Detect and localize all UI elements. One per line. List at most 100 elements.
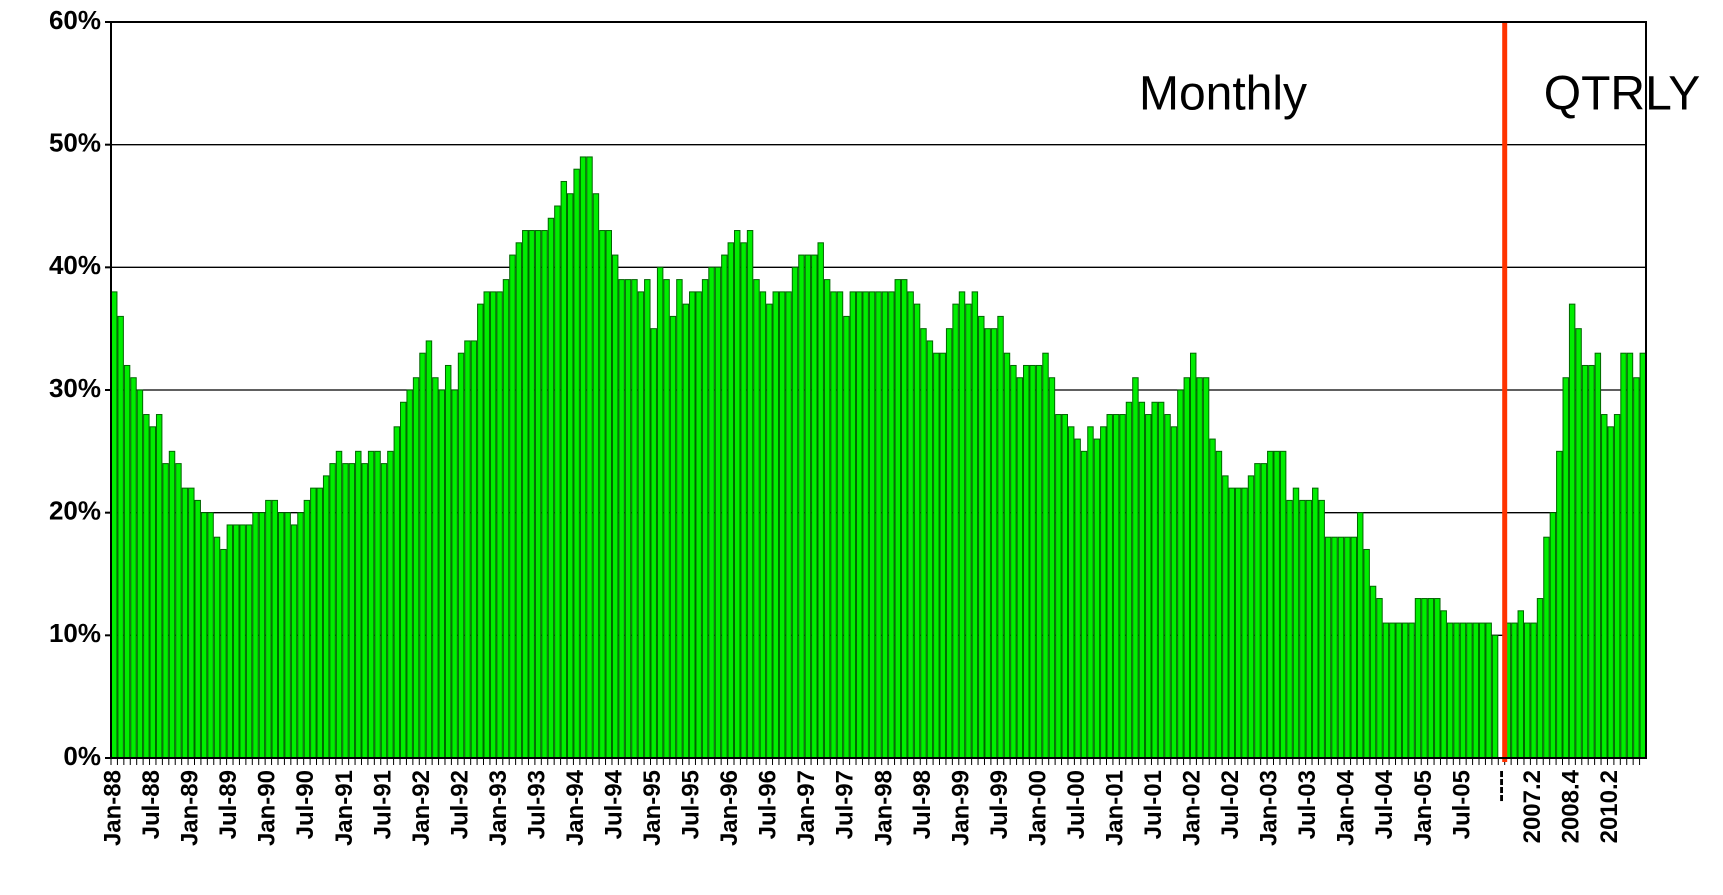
bar bbox=[772, 291, 779, 759]
bar bbox=[1427, 598, 1435, 759]
bar bbox=[1157, 401, 1165, 759]
bar bbox=[939, 352, 946, 759]
bar bbox=[708, 266, 715, 759]
x-tick-label: Jul-95 bbox=[678, 770, 705, 839]
bar bbox=[1029, 364, 1036, 759]
bar bbox=[1112, 414, 1120, 759]
bar bbox=[1421, 598, 1428, 759]
bar bbox=[920, 328, 927, 759]
bar bbox=[785, 291, 792, 759]
bar bbox=[1536, 598, 1544, 759]
bar bbox=[1003, 352, 1011, 759]
bar bbox=[483, 291, 490, 759]
bar bbox=[143, 414, 150, 759]
bar bbox=[271, 499, 279, 759]
bar bbox=[367, 450, 375, 759]
bar bbox=[1549, 512, 1557, 759]
bar bbox=[1530, 622, 1537, 759]
bar bbox=[380, 463, 388, 759]
y-tick-label: 0% bbox=[63, 741, 101, 771]
x-tick-label: Jan-96 bbox=[716, 770, 743, 846]
bar bbox=[926, 340, 934, 759]
bar bbox=[656, 266, 664, 759]
bar bbox=[1048, 377, 1056, 759]
x-tick-label: Jan-05 bbox=[1410, 770, 1437, 846]
bar bbox=[277, 512, 285, 759]
bar bbox=[733, 230, 741, 759]
bar bbox=[457, 352, 465, 759]
x-tick-label: Jan-02 bbox=[1179, 770, 1206, 846]
x-tick-label: 2010.2 bbox=[1596, 770, 1623, 843]
bar bbox=[393, 426, 401, 759]
bar bbox=[650, 328, 657, 759]
bar bbox=[1523, 622, 1531, 759]
bar bbox=[1356, 512, 1364, 759]
bar bbox=[888, 291, 895, 759]
bar bbox=[567, 193, 574, 759]
bar bbox=[361, 463, 368, 759]
bar bbox=[322, 475, 330, 759]
bar bbox=[1485, 622, 1492, 759]
y-tick-label: 50% bbox=[49, 128, 101, 158]
x-tick-label: Jan-01 bbox=[1101, 770, 1128, 846]
bar bbox=[1324, 536, 1332, 759]
bar bbox=[290, 524, 298, 759]
bar bbox=[1382, 622, 1390, 759]
bar bbox=[1601, 414, 1608, 759]
bar bbox=[470, 340, 478, 759]
bar bbox=[1350, 536, 1358, 759]
bar bbox=[438, 389, 446, 759]
bar bbox=[1389, 622, 1396, 759]
bar bbox=[856, 291, 863, 759]
bar bbox=[1209, 438, 1216, 759]
bar bbox=[111, 291, 118, 759]
bar bbox=[496, 291, 503, 759]
x-tick-label: Jul-88 bbox=[138, 770, 165, 839]
bar bbox=[1010, 364, 1017, 759]
bar bbox=[689, 291, 696, 759]
bar bbox=[1279, 450, 1287, 759]
bar bbox=[1479, 622, 1486, 759]
bar bbox=[489, 291, 497, 759]
x-tick-label: Jan-95 bbox=[639, 770, 666, 846]
bar bbox=[252, 512, 259, 759]
y-tick-label: 10% bbox=[49, 618, 101, 648]
bar bbox=[907, 291, 914, 759]
bar bbox=[682, 303, 690, 759]
bar bbox=[1132, 377, 1139, 759]
bar bbox=[515, 242, 523, 759]
bar bbox=[913, 303, 921, 759]
bar bbox=[419, 352, 426, 759]
bar bbox=[984, 328, 991, 759]
bar bbox=[721, 254, 728, 759]
bar bbox=[1556, 450, 1563, 759]
bar bbox=[1466, 622, 1473, 759]
bar bbox=[1100, 426, 1107, 759]
bar bbox=[997, 315, 1004, 759]
bar bbox=[406, 389, 413, 759]
bar bbox=[155, 414, 163, 759]
bar bbox=[1414, 598, 1422, 759]
bar bbox=[958, 291, 966, 759]
bar bbox=[862, 291, 869, 759]
bar bbox=[1344, 536, 1351, 759]
bar bbox=[451, 389, 458, 759]
x-tick-label: Jan-00 bbox=[1024, 770, 1051, 846]
x-tick-label: Jul-92 bbox=[446, 770, 473, 839]
bar bbox=[1376, 598, 1383, 759]
bar bbox=[663, 279, 670, 759]
bar bbox=[631, 279, 638, 759]
bar bbox=[1055, 414, 1062, 759]
bar bbox=[965, 303, 972, 759]
bar bbox=[464, 340, 471, 759]
bar bbox=[849, 291, 857, 759]
bar bbox=[1151, 401, 1158, 759]
bar bbox=[573, 168, 580, 759]
y-tick-label: 20% bbox=[49, 496, 101, 526]
bar bbox=[1228, 487, 1235, 759]
bar bbox=[1511, 622, 1518, 759]
bar bbox=[990, 328, 998, 759]
bar bbox=[1215, 450, 1223, 759]
x-tick-label: Jul-04 bbox=[1371, 769, 1398, 839]
x-tick-label: Jul-89 bbox=[215, 770, 242, 839]
